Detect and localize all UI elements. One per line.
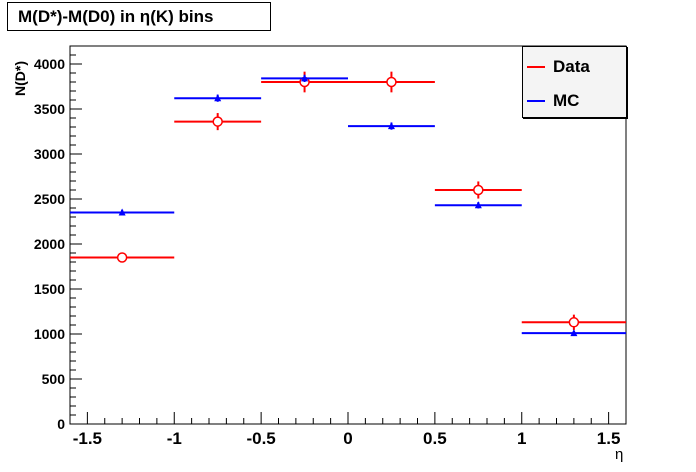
legend-entry-mc: MC (523, 89, 626, 113)
y-tick-label: 2500 (34, 191, 65, 207)
legend-swatch-data (527, 66, 545, 68)
legend-label-mc: MC (553, 91, 580, 110)
mc-point (118, 208, 126, 216)
legend: Data MC (522, 46, 627, 118)
x-tick-label: 0 (343, 429, 352, 448)
data-point (116, 252, 128, 263)
x-axis-label: η (615, 446, 624, 463)
legend-label-data: Data (553, 57, 590, 76)
y-tick-label: 2000 (34, 236, 65, 252)
y-tick-label: 1500 (34, 281, 65, 297)
x-tick-label: 1 (517, 429, 526, 448)
data-point (568, 317, 580, 328)
y-tick-label: 0 (57, 416, 65, 432)
mc-point (570, 329, 578, 337)
y-tick-label: 4000 (34, 56, 65, 72)
mc-point (214, 94, 222, 102)
x-tick-label: 1.5 (597, 429, 621, 448)
x-tick-label: -1 (167, 429, 182, 448)
x-tick-label: -1.5 (73, 429, 102, 448)
y-tick-label: 500 (42, 371, 66, 387)
mc-point (474, 201, 482, 209)
data-point (386, 76, 397, 88)
y-tick-label: 3000 (34, 146, 65, 162)
y-axis-label: N(D*) (12, 61, 28, 96)
legend-entry-data: Data (523, 55, 626, 79)
legend-swatch-mc (527, 100, 545, 102)
y-tick-label: 1000 (34, 326, 65, 342)
y-tick-label: 3500 (34, 101, 65, 117)
mc-point (387, 122, 395, 130)
chart-title: M(D*)-M(D0) in η(K) bins (7, 2, 271, 31)
data-point (212, 116, 223, 127)
x-tick-label: 0.5 (423, 429, 447, 448)
data-point (473, 184, 484, 196)
mc-point (301, 74, 309, 82)
x-tick-label: -0.5 (246, 429, 275, 448)
